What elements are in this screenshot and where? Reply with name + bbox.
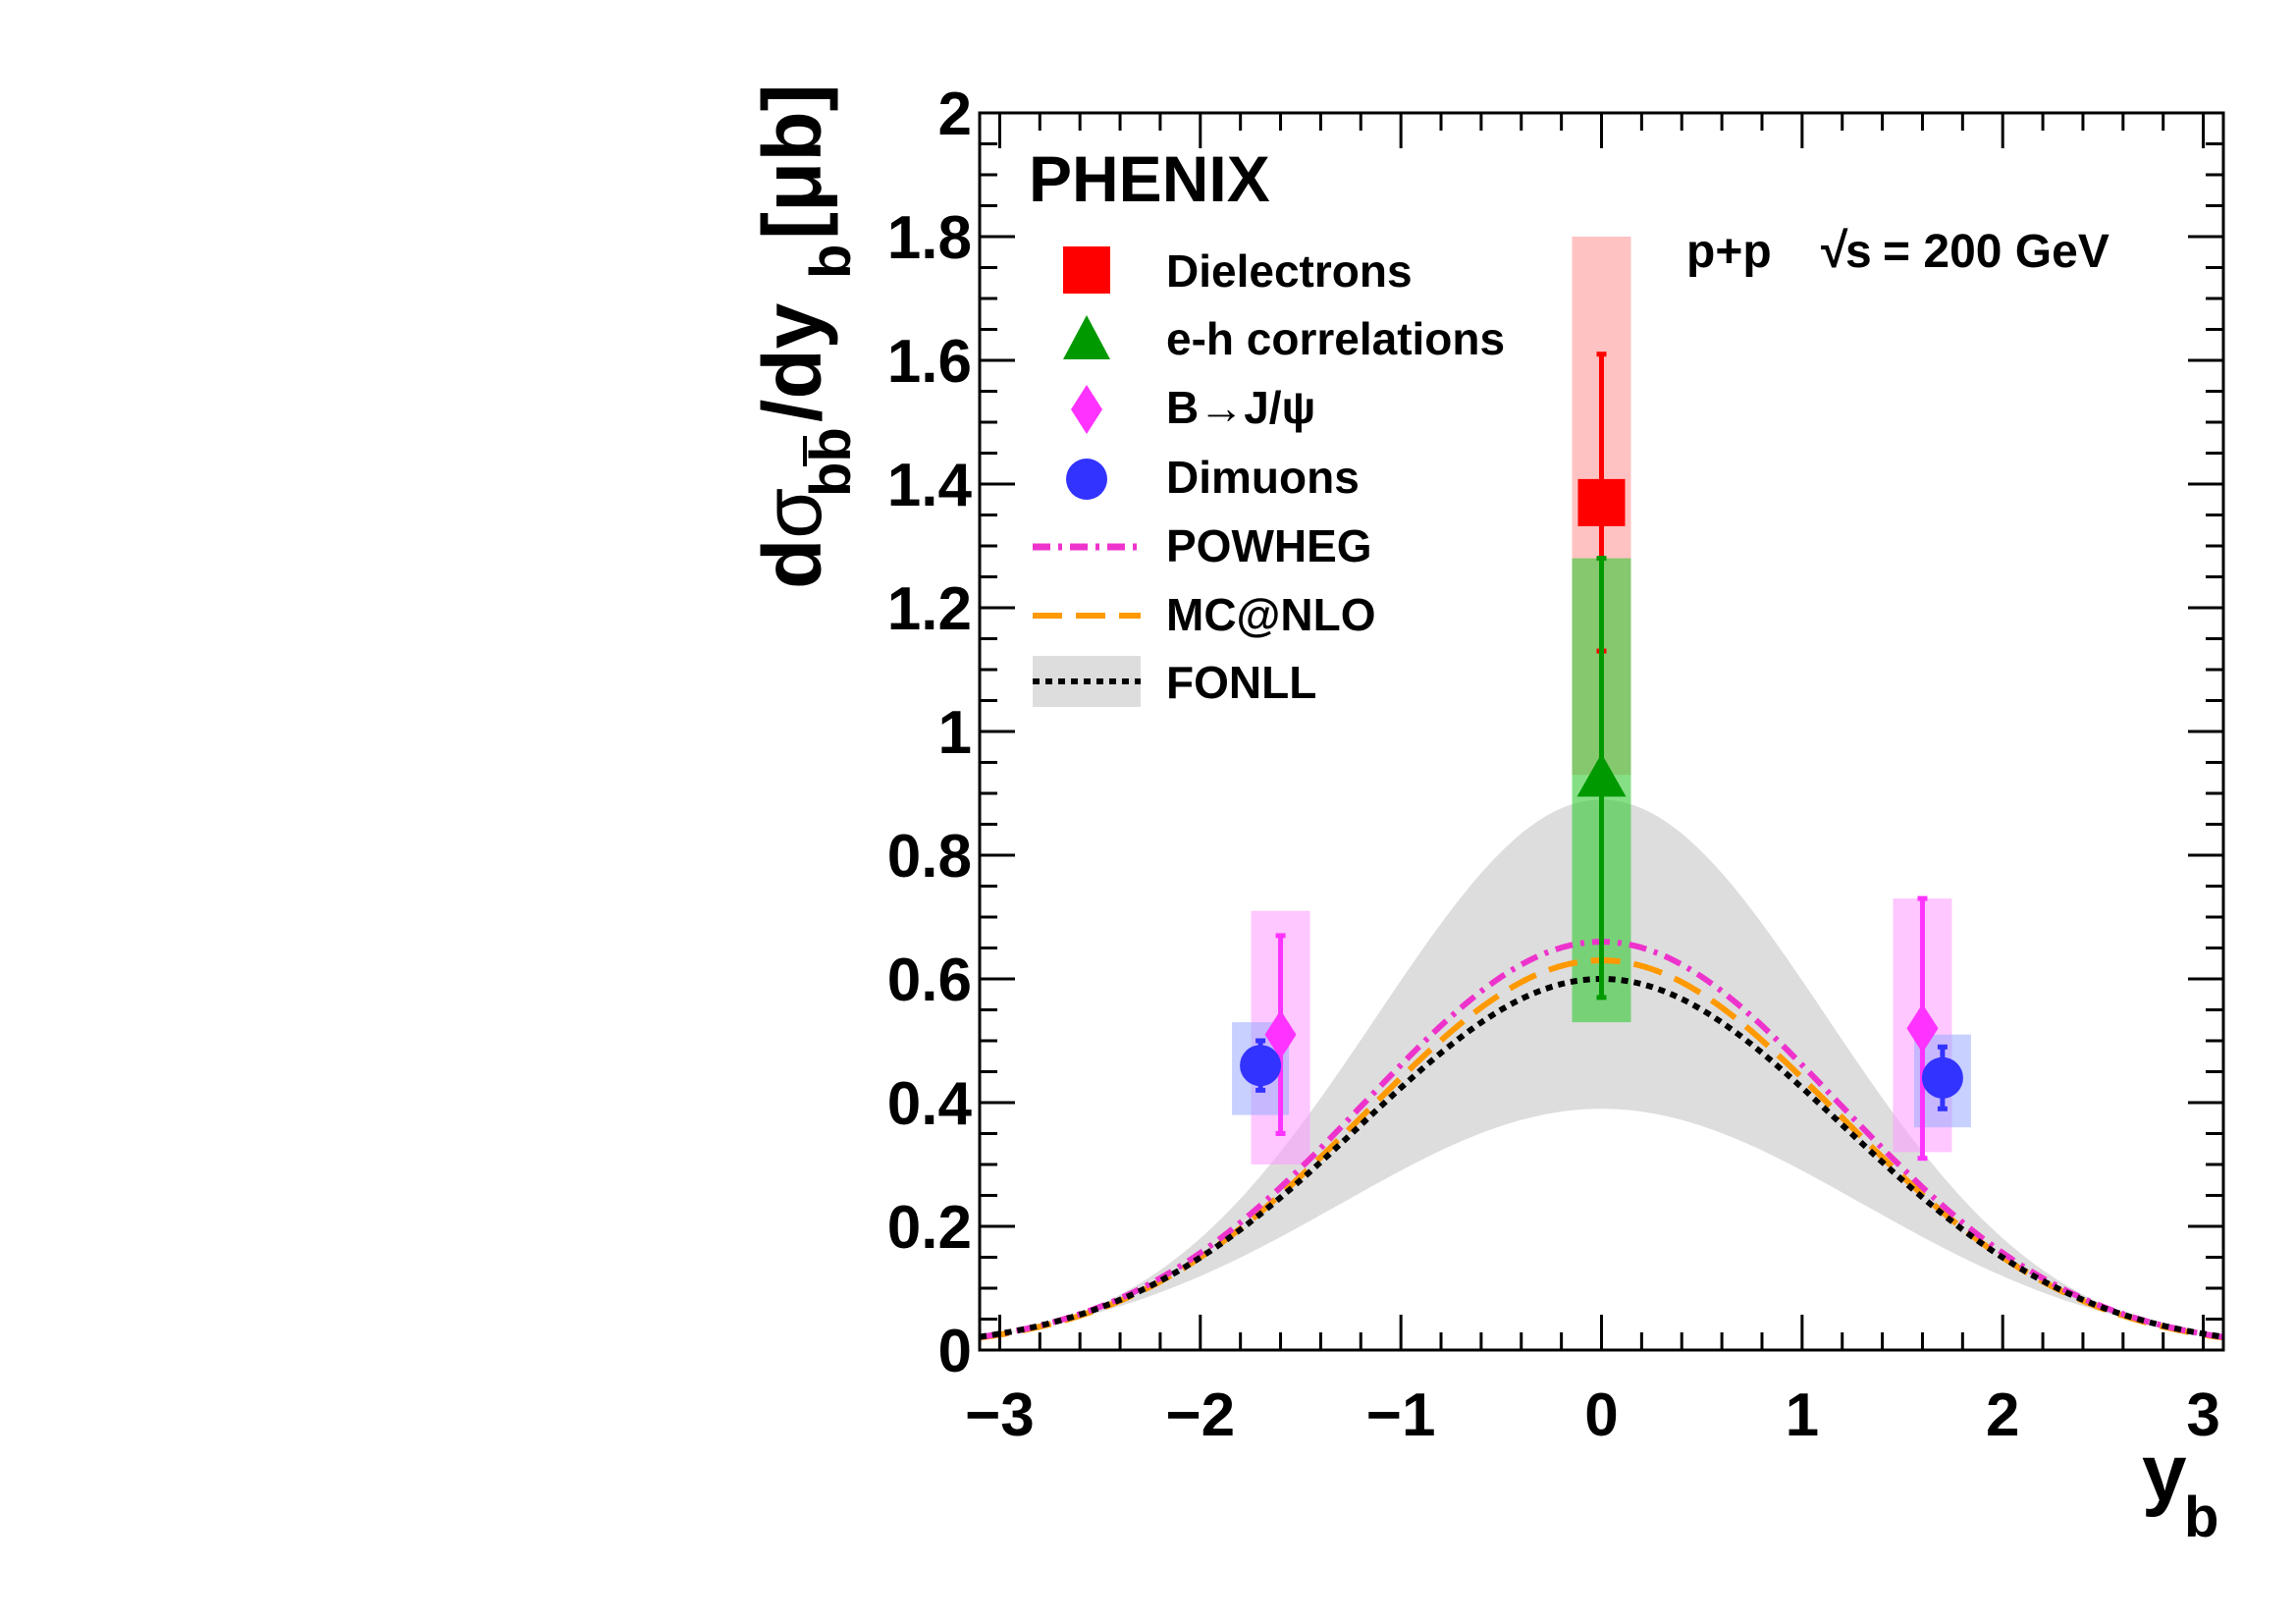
y-title-subscript-bb: bb [799, 427, 863, 497]
energy-sqrt-symbol: √ [1821, 223, 1848, 278]
y-tick-label: 0.8 [887, 823, 972, 891]
y-tick-label: 1.4 [887, 452, 973, 519]
y-title-d: d [746, 539, 838, 589]
legend-label-bjpsi: B→J/ψ [1166, 382, 1315, 433]
energy-label: = 200 GeV [1883, 226, 2109, 278]
y-axis-title: dσ bb /dy b [μb] [746, 83, 863, 589]
y-title-slash-dy: /dy [746, 302, 838, 422]
data-point-diamond-2 [1264, 1009, 1297, 1059]
system-label: p+p [1686, 226, 1772, 278]
legend-marker-bjpsi [1071, 385, 1102, 434]
y-title-subscript-b: b [799, 244, 863, 279]
y-tick-label: 1.8 [887, 204, 972, 272]
data-markers-layer [1240, 478, 1963, 1099]
legend-label-eh-correlations: e-h correlations [1166, 313, 1505, 364]
data-point-diamond-3 [1906, 1003, 1939, 1054]
y-tick-label: 0.6 [887, 947, 972, 1014]
x-axis-title-subscript: b [2184, 1486, 2218, 1549]
x-tick-label: 2 [1986, 1381, 2019, 1449]
legend-marker-dielectrons [1063, 246, 1110, 294]
y-tick-label: 1 [938, 699, 972, 767]
y-tick-label: 0.4 [887, 1070, 973, 1138]
x-tick-label: −2 [1165, 1381, 1235, 1449]
legend-label-powheg: POWHEG [1166, 520, 1372, 571]
y-tick-label: 1.6 [887, 328, 972, 396]
legend-label-dimuons: Dimuons [1166, 452, 1360, 503]
y-tick-label: 2 [938, 81, 972, 148]
y-title-unit: [μb] [746, 83, 838, 240]
x-tick-label: 0 [1584, 1381, 1618, 1449]
energy-s-symbol: s [1845, 226, 1872, 278]
y-tick-label: 0.2 [887, 1194, 972, 1262]
legend-label-mcnlo: MC@NLO [1166, 589, 1376, 640]
data-point-triangle-1 [1576, 753, 1627, 797]
x-tick-label: 3 [2186, 1381, 2219, 1449]
legend-label-fonll: FONLL [1166, 657, 1316, 708]
svg-text:/dy: /dy [746, 302, 838, 422]
data-point-circle-5 [1921, 1056, 1963, 1099]
y-tick-label: 0 [938, 1318, 972, 1385]
y-tick-label: 1.2 [887, 575, 972, 643]
axis-ticks-layer [980, 111, 2223, 1352]
legend-marker-dimuons [1066, 459, 1107, 500]
svg-text:dσ: dσ [746, 488, 838, 589]
x-tick-label: −1 [1366, 1381, 1436, 1449]
data-point-circle-4 [1240, 1045, 1282, 1087]
experiment-label: PHENIX [1029, 142, 1270, 215]
data-point-square-0 [1577, 478, 1626, 526]
legend-label-dielectrons: Dielectrons [1166, 245, 1413, 297]
system-text: p+p [1686, 226, 1772, 278]
x-tick-label: −3 [965, 1381, 1035, 1449]
tick-labels-layer: −3 −2 −1 0 1 2 3 0 0.2 0.4 0.6 0.8 1 1.2 1.4 1.6 1.8 2 [887, 81, 2220, 1449]
legend-marker-eh-correlations [1063, 315, 1110, 359]
fonll-uncertainty-band-layer [980, 799, 2223, 1338]
x-axis-title: y [2142, 1429, 2187, 1518]
x-tick-label: 1 [1786, 1381, 1819, 1449]
y-title-sigma: σ [746, 488, 838, 539]
fonll-uncertainty-band [980, 799, 2223, 1338]
legend: Dielectrons e-h correlations B→J/ψ Dimuo… [1033, 245, 1505, 708]
